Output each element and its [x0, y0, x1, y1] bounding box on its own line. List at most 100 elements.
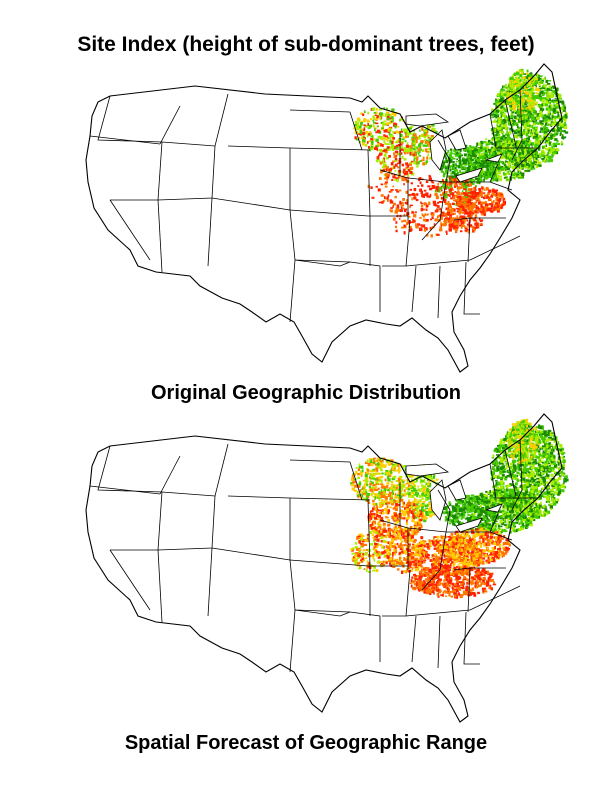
- site-index-pixel: [543, 116, 547, 118]
- site-index-pixel: [491, 201, 494, 204]
- site-index-pixel: [390, 142, 393, 145]
- site-index-pixel: [539, 495, 542, 499]
- site-index-pixel: [535, 489, 538, 492]
- site-index-pixel: [496, 177, 499, 180]
- site-index-pixel: [483, 160, 486, 164]
- site-index-pixel: [506, 130, 508, 134]
- site-index-pixel: [476, 222, 479, 226]
- site-index-pixel: [516, 474, 519, 478]
- site-index-pixel: [454, 212, 456, 215]
- site-index-pixel: [540, 81, 544, 84]
- site-index-pixel: [498, 192, 500, 195]
- site-index-pixel: [446, 232, 448, 235]
- site-index-pixel: [509, 76, 513, 81]
- site-index-pixel: [519, 159, 523, 162]
- site-index-pixel: [436, 233, 440, 236]
- site-index-pixel: [497, 117, 501, 121]
- site-index-pixel: [513, 484, 516, 487]
- site-index-pixel: [415, 146, 419, 150]
- site-index-pixel: [541, 93, 545, 96]
- site-index-pixel: [408, 163, 412, 166]
- site-index-pixel: [462, 171, 466, 174]
- site-index-pixel: [411, 149, 413, 153]
- site-index-pixel: [525, 142, 529, 146]
- site-index-pixel: [495, 189, 498, 192]
- site-index-pixel: [509, 157, 513, 160]
- site-index-pixel: [502, 140, 505, 143]
- site-index-pixel: [539, 104, 542, 107]
- site-index-pixel: [492, 188, 495, 192]
- site-index-pixel: [460, 192, 464, 196]
- site-index-pixel: [549, 110, 552, 112]
- site-index-pixel: [517, 169, 521, 172]
- site-index-pixel: [542, 87, 545, 90]
- site-index-pixel: [386, 107, 388, 110]
- site-index-pixel: [502, 167, 506, 169]
- site-index-pixel: [371, 143, 374, 145]
- site-index-pixel: [393, 113, 397, 117]
- site-index-pixel: [531, 85, 534, 89]
- site-index-pixel: [370, 135, 374, 138]
- site-index-pixel: [409, 169, 412, 172]
- site-index-pixel: [522, 492, 525, 496]
- site-index-pixel: [409, 188, 412, 191]
- site-index-pixel: [470, 205, 474, 208]
- site-index-pixel: [472, 154, 476, 158]
- site-index-pixel: [559, 448, 563, 452]
- site-index-pixel: [424, 213, 427, 216]
- site-index-pixel: [453, 184, 457, 188]
- site-index-pixel: [451, 208, 455, 211]
- site-index-pixel: [525, 84, 528, 87]
- site-index-pixel: [520, 452, 523, 455]
- site-index-pixel: [481, 142, 484, 145]
- site-index-pixel: [478, 217, 481, 221]
- site-index-pixel: [501, 111, 505, 114]
- site-index-pixel: [384, 185, 388, 188]
- site-index-pixel: [505, 133, 508, 136]
- site-index-pixel: [551, 112, 554, 116]
- site-index-pixel: [428, 175, 432, 180]
- site-index-pixel: [474, 204, 478, 208]
- site-index-pixel: [494, 154, 497, 157]
- site-index-pixel: [517, 110, 521, 115]
- site-index-pixel: [453, 194, 457, 197]
- site-index-pixel: [521, 114, 525, 117]
- site-index-pixel: [411, 211, 415, 214]
- site-index-pixel: [466, 158, 470, 162]
- site-index-pixel: [483, 141, 487, 143]
- site-index-pixel: [544, 92, 548, 95]
- site-index-pixel: [353, 127, 356, 130]
- site-index-pixel: [495, 102, 497, 105]
- site-index-pixel: [520, 110, 524, 113]
- site-index-pixel: [524, 76, 528, 80]
- site-index-pixel: [523, 161, 526, 164]
- state-boundary: [227, 145, 291, 149]
- site-index-pixel: [452, 195, 454, 197]
- site-index-pixel: [561, 472, 565, 475]
- site-index-pixel: [415, 226, 419, 229]
- site-index-pixel: [474, 168, 477, 171]
- site-index-pixel: [431, 128, 435, 131]
- site-index-pixel: [383, 168, 387, 171]
- site-index-pixel: [482, 192, 486, 194]
- site-index-pixel: [549, 144, 552, 147]
- site-index-pixel: [535, 85, 537, 88]
- site-index-pixel: [412, 218, 414, 221]
- site-index-pixel: [402, 136, 405, 140]
- site-index-pixel: [405, 162, 409, 166]
- site-index-pixel: [421, 149, 425, 152]
- site-index-pixel: [537, 161, 541, 165]
- site-index-pixel: [386, 138, 389, 142]
- site-index-pixel: [541, 473, 545, 476]
- site-index-pixel: [393, 145, 397, 150]
- site-index-pixel: [409, 161, 413, 164]
- site-index-pixel: [493, 206, 497, 209]
- site-index-pixel: [505, 177, 508, 180]
- site-index-pixel: [519, 171, 522, 175]
- site-index-pixel: [561, 450, 563, 455]
- site-index-pixel: [550, 134, 553, 139]
- site-index-pixel: [469, 160, 473, 164]
- site-index-pixel: [518, 96, 521, 99]
- site-index-pixel: [391, 108, 395, 112]
- site-index-pixel: [447, 209, 450, 212]
